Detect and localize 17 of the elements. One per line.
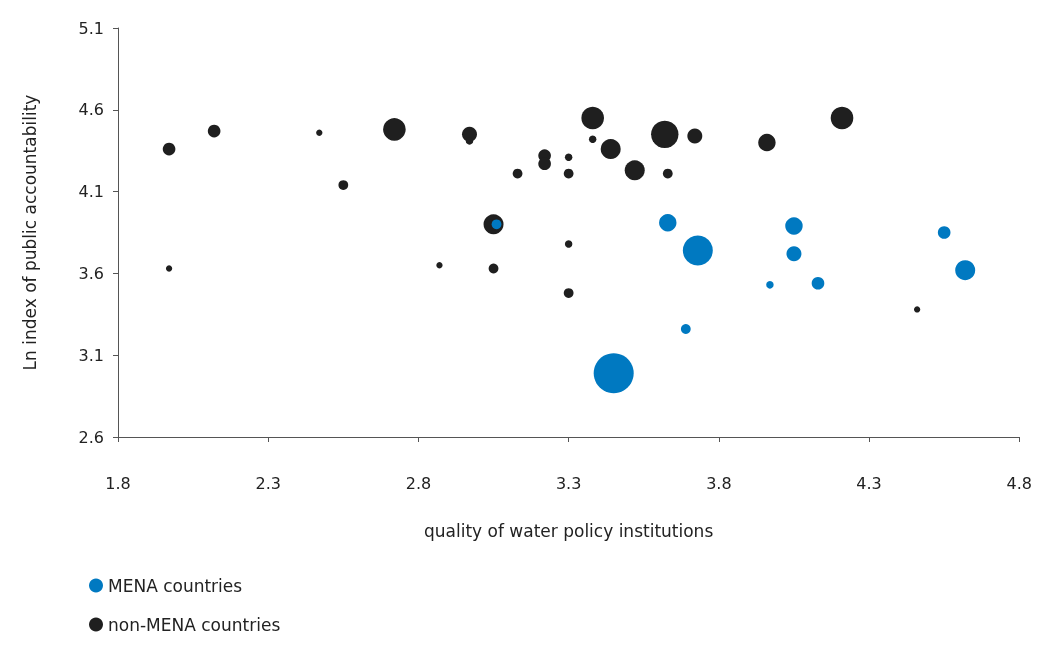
x-tick-label: 2.8 xyxy=(405,473,432,493)
x-tick-label: 4.8 xyxy=(1006,473,1032,493)
x-tick-label: 1.8 xyxy=(105,473,131,493)
y-tick-label: 4.6 xyxy=(78,100,104,120)
legend-label: non-MENA countries xyxy=(108,614,281,635)
y-tick-label: 5.1 xyxy=(78,18,104,38)
y-tick-label: 4.1 xyxy=(78,182,104,202)
y-tick-label: 3.6 xyxy=(78,263,104,283)
x-tick-label: 3.3 xyxy=(555,473,582,493)
x-tick-label: 4.3 xyxy=(856,473,882,493)
x-tick-label: 3.8 xyxy=(706,473,732,493)
y-tick-label: 2.6 xyxy=(78,427,104,447)
x-axis-title: quality of water policy institutions xyxy=(424,520,714,541)
y-tick-label: 3.1 xyxy=(78,345,104,365)
legend-label: MENA countries xyxy=(108,575,243,596)
y-axis-title: Ln index of public accountability xyxy=(19,94,40,371)
x-tick-label: 2.3 xyxy=(255,473,281,493)
